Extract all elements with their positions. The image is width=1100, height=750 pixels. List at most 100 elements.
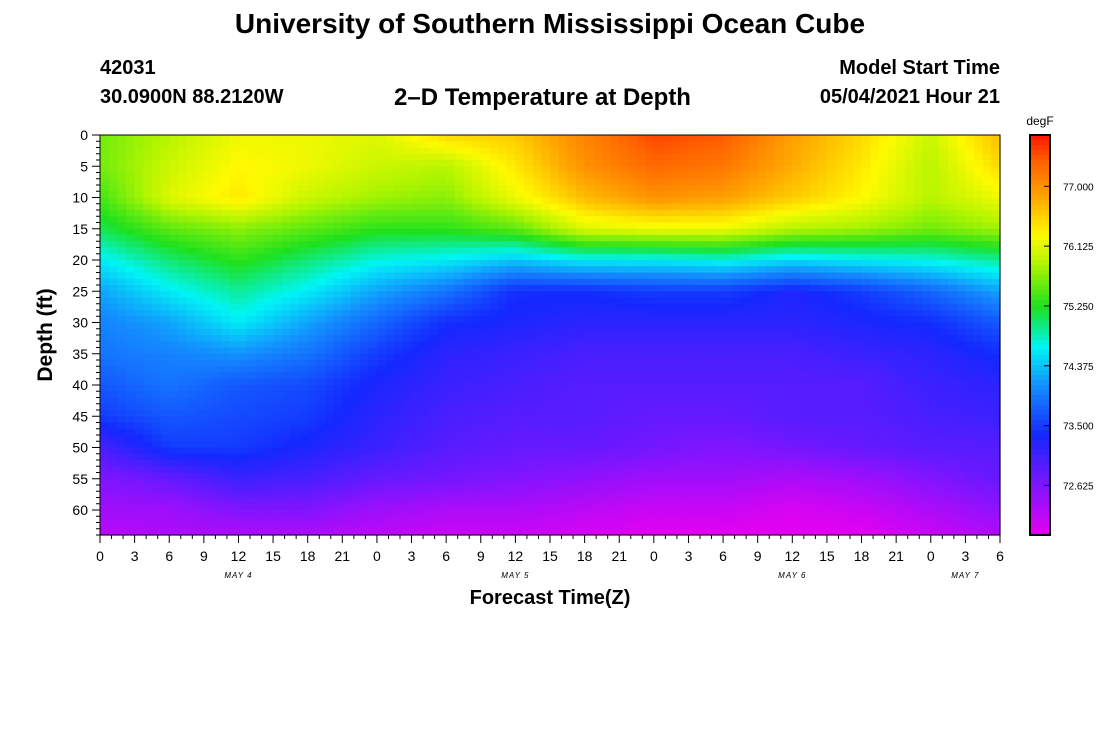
heatmap-cell [731, 347, 741, 355]
heatmap-cell [636, 210, 646, 217]
heatmap-cell [307, 416, 317, 424]
heatmap-cell [558, 416, 568, 424]
heatmap-cell [610, 197, 620, 205]
heatmap-cell [904, 210, 915, 217]
heatmap-cell [212, 278, 222, 286]
heatmap-cell [714, 310, 724, 317]
heatmap-cell [273, 360, 283, 367]
heatmap-cell [636, 428, 646, 436]
heatmap-cell [160, 166, 170, 174]
heatmap-cell [428, 160, 439, 167]
heatmap-cell [671, 347, 681, 355]
heatmap-cell [125, 410, 136, 417]
heatmap-cell [394, 428, 404, 436]
heatmap-cell [671, 178, 681, 186]
heatmap-cell [506, 260, 516, 267]
heatmap-cell [307, 166, 317, 174]
heatmap-cell [402, 141, 413, 149]
heatmap-cell [376, 253, 387, 261]
heatmap-cell [550, 235, 560, 242]
heatmap-cell [221, 403, 231, 411]
heatmap-cell [402, 422, 413, 430]
heatmap-cell [273, 222, 283, 230]
heatmap-cell [515, 353, 525, 361]
heatmap-cell [316, 391, 326, 399]
heatmap-cell [974, 260, 984, 267]
heatmap-cell [186, 178, 196, 186]
heatmap-cell [861, 422, 871, 430]
heatmap-cell [956, 141, 966, 149]
heatmap-cell [904, 216, 915, 224]
heatmap-cell [688, 353, 698, 361]
heatmap-cell [125, 153, 136, 161]
heatmap-cell [454, 410, 465, 417]
heatmap-cell [203, 278, 214, 286]
heatmap-cell [601, 241, 612, 249]
heatmap-cell [844, 235, 854, 242]
heatmap-cell [290, 322, 300, 330]
heatmap-cell [212, 272, 222, 280]
heatmap-cell [446, 160, 456, 167]
heatmap-cell [887, 428, 897, 436]
heatmap-cell [904, 253, 915, 261]
heatmap-cell [238, 360, 248, 367]
heatmap-cell [679, 241, 690, 249]
heatmap-cell [281, 216, 291, 224]
heatmap-cell [610, 203, 620, 211]
heatmap-cell [896, 316, 906, 324]
heatmap-cell [982, 385, 992, 392]
heatmap-cell [723, 316, 733, 324]
heatmap-cell [255, 328, 266, 336]
heatmap-cell [610, 216, 620, 224]
heatmap-cell [714, 278, 724, 286]
heatmap-cell [177, 266, 188, 274]
heatmap-cell [229, 372, 240, 380]
heatmap-cell [896, 422, 906, 430]
heatmap-cell [428, 285, 439, 292]
heatmap-cell [229, 360, 240, 367]
heatmap-cell [489, 335, 499, 342]
heatmap-cell [861, 291, 871, 299]
heatmap-cell [498, 260, 508, 267]
heatmap-cell [766, 328, 776, 336]
heatmap-cell [861, 297, 871, 305]
heatmap-cell [991, 153, 1001, 161]
heatmap-cell [619, 410, 629, 417]
heatmap-cell [428, 360, 439, 367]
heatmap-cell [783, 191, 793, 199]
heatmap-cell [939, 391, 949, 399]
heatmap-cell [956, 422, 966, 430]
heatmap-cell [991, 328, 1001, 336]
heatmap-cell [818, 210, 828, 217]
heatmap-cell [835, 322, 845, 330]
heatmap-cell [316, 135, 326, 142]
heatmap-cell [749, 385, 759, 392]
heatmap-cell [325, 416, 335, 424]
heatmap-cell [896, 378, 906, 386]
heatmap-cell [601, 353, 612, 361]
heatmap-cell [800, 253, 811, 261]
heatmap-cell [584, 291, 594, 299]
heatmap-cell [679, 328, 690, 336]
heatmap-cell [757, 153, 767, 161]
heatmap-cell [662, 278, 672, 286]
heatmap-cell [212, 222, 222, 230]
heatmap-cell [671, 372, 681, 380]
heatmap-cell [489, 241, 499, 249]
heatmap-cell [922, 135, 932, 142]
heatmap-cell [731, 335, 741, 342]
heatmap-cell [922, 341, 932, 349]
heatmap-cell [965, 328, 975, 336]
heatmap-cell [610, 166, 620, 174]
heatmap-cell [878, 178, 889, 186]
heatmap-cell [454, 216, 465, 224]
heatmap-cell [394, 322, 404, 330]
heatmap-cell [420, 272, 430, 280]
heatmap-cell [342, 366, 352, 374]
heatmap-cell [368, 366, 378, 374]
heatmap-cell [679, 403, 690, 411]
heatmap-cell [229, 422, 240, 430]
heatmap-cell [376, 366, 387, 374]
heatmap-cell [108, 360, 118, 367]
heatmap-cell [264, 272, 274, 280]
